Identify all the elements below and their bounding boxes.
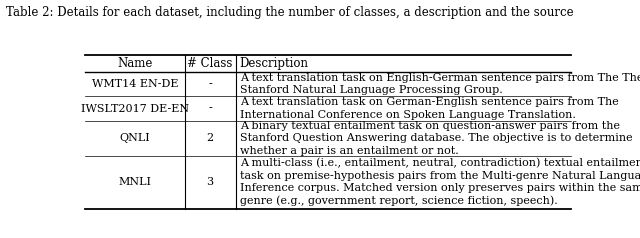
Text: Table 2: Details for each dataset, including the number of classes, a descriptio: Table 2: Details for each dataset, inclu…	[6, 6, 574, 19]
Text: QNLI: QNLI	[120, 133, 150, 143]
Text: # Class: # Class	[188, 57, 233, 70]
Text: WMT14 EN-DE: WMT14 EN-DE	[92, 79, 178, 89]
Text: A multi-class (i.e., entailment, neutral, contradiction) textual entailment
task: A multi-class (i.e., entailment, neutral…	[239, 158, 640, 206]
Text: A text translation task on English-German sentence pairs from The The
Stanford N: A text translation task on English-Germa…	[239, 73, 640, 95]
Text: -: -	[208, 104, 212, 114]
Text: A text translation task on German-English sentence pairs from The
International : A text translation task on German-Englis…	[239, 97, 618, 120]
Text: Description: Description	[239, 57, 308, 70]
Text: -: -	[208, 79, 212, 89]
Text: IWSLT2017 DE-EN: IWSLT2017 DE-EN	[81, 104, 189, 114]
Text: 2: 2	[207, 133, 214, 143]
Text: 3: 3	[207, 177, 214, 187]
Text: MNLI: MNLI	[118, 177, 151, 187]
Text: A binary textual entailment task on question-answer pairs from the
Stanford Ques: A binary textual entailment task on ques…	[239, 121, 632, 155]
Text: Name: Name	[117, 57, 152, 70]
